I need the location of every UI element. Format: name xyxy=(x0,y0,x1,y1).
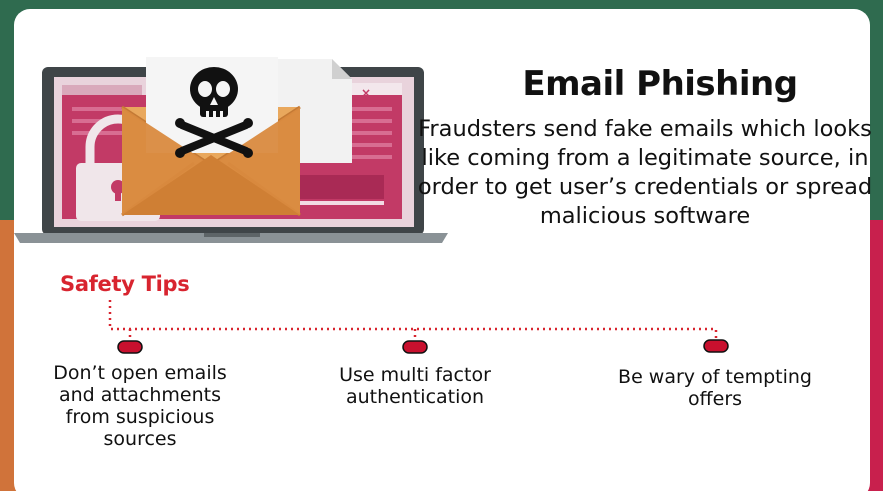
skull-crossbones-icon xyxy=(175,67,253,158)
tip-text: Be wary of tempting offers xyxy=(618,366,812,410)
envelope-icon xyxy=(121,57,301,217)
phishing-illustration: × PAY xyxy=(14,57,448,243)
phishing-description: Fraudsters send fake emails which looks … xyxy=(417,116,873,229)
page-title: Email Phishing xyxy=(522,64,798,104)
svg-text:×: × xyxy=(361,86,371,100)
tip-text: Use multi factor authentication xyxy=(339,364,491,408)
safety-tips-heading: Safety Tips xyxy=(60,272,190,296)
tip-text: Don’t open emails and attachments from s… xyxy=(53,362,227,450)
